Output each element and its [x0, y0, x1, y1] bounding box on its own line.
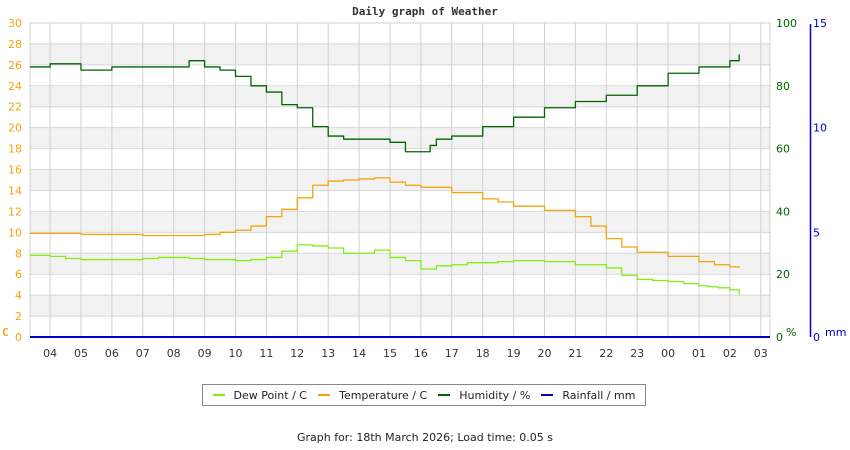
x-tick-label: 01 — [692, 347, 706, 360]
x-tick-label: 19 — [507, 347, 521, 360]
x-tick-label: 10 — [229, 347, 243, 360]
humidity-tick-label: 100 — [776, 17, 797, 30]
x-tick-label: 00 — [661, 347, 675, 360]
humidity-tick-label: 80 — [776, 80, 790, 93]
x-tick-label: 04 — [43, 347, 57, 360]
left-tick-label: 26 — [8, 59, 22, 72]
x-tick-label: 07 — [136, 347, 150, 360]
series-line-dew — [30, 244, 740, 296]
left-tick-label: 24 — [8, 80, 22, 93]
humidity-tick-label: 20 — [776, 268, 790, 281]
humidity-swatch-icon — [438, 394, 451, 396]
left-tick-label: 30 — [8, 17, 22, 30]
humidity-tick-label: 40 — [776, 205, 790, 218]
left-tick-label: 18 — [8, 143, 22, 156]
x-tick-label: 11 — [259, 347, 273, 360]
x-tick-label: 23 — [630, 347, 644, 360]
left-tick-label: 28 — [8, 38, 22, 51]
grid-band — [30, 211, 770, 233]
left-axis-unit: C — [2, 326, 9, 339]
x-tick-label: 17 — [445, 347, 459, 360]
left-tick-label: 10 — [8, 226, 22, 239]
x-tick-label: 22 — [599, 347, 613, 360]
legend-label: Dew Point / C — [233, 388, 307, 402]
humidity-tick-label: 0 — [776, 331, 783, 344]
chart-legend: Dew Point / C Temperature / C Humidity /… — [202, 384, 646, 406]
legend-label: Rainfall / mm — [562, 388, 636, 402]
rainfall-tick-label: 15 — [813, 17, 827, 30]
x-tick-label: 14 — [352, 347, 366, 360]
grid-band — [30, 295, 770, 317]
x-tick-label: 02 — [723, 347, 737, 360]
x-tick-label: 05 — [74, 347, 88, 360]
left-tick-label: 8 — [15, 247, 22, 260]
dew-point-swatch-icon — [212, 394, 225, 396]
grid-band — [30, 253, 770, 275]
left-tick-label: 6 — [15, 268, 22, 281]
x-tick-label: 16 — [414, 347, 428, 360]
legend-item-humidity: Humidity / % — [438, 389, 530, 402]
rainfall-tick-label: 10 — [813, 122, 827, 135]
left-tick-label: 12 — [8, 205, 22, 218]
grid-band — [30, 169, 770, 191]
rainfall-tick-label: 0 — [813, 331, 820, 344]
x-tick-label: 08 — [167, 347, 181, 360]
weather-chart: 04 05 06 07 08 09 10 11 12 13 14 15 16 17 18 19 20 21 22 23… — [2, 17, 846, 360]
legend-item-rainfall: Rainfall / mm — [541, 389, 635, 402]
x-tick-label: 12 — [290, 347, 304, 360]
x-tick-label: 03 — [754, 347, 768, 360]
grid-band — [30, 43, 770, 65]
x-tick-label: 13 — [321, 347, 335, 360]
legend-label: Temperature / C — [339, 388, 428, 402]
x-tick-label: 21 — [568, 347, 582, 360]
left-tick-label: 0 — [15, 331, 22, 344]
x-tick-label: 20 — [538, 347, 552, 360]
left-tick-label: 14 — [8, 184, 22, 197]
legend-item-dew-point: Dew Point / C — [212, 388, 307, 402]
chart-title: Daily graph of Weather — [352, 5, 498, 18]
x-tick-label: 09 — [198, 347, 212, 360]
series-line-temperature — [30, 177, 740, 268]
x-tick-label: 15 — [383, 347, 397, 360]
x-tick-label: 18 — [476, 347, 490, 360]
left-tick-label: 4 — [15, 289, 22, 302]
left-tick-label: 2 — [15, 310, 22, 323]
humidity-axis-unit: % — [786, 326, 796, 339]
legend-label: Humidity / % — [459, 388, 531, 402]
graph-footer: Graph for: 18th March 2026; Load time: 0… — [296, 431, 554, 444]
rainfall-axis-unit: mm — [825, 326, 846, 339]
grid-band — [30, 85, 770, 107]
rainfall-tick-label: 5 — [813, 226, 820, 239]
rainfall-swatch-icon — [541, 394, 554, 396]
x-tick-label: 06 — [105, 347, 119, 360]
left-tick-label: 22 — [8, 101, 22, 114]
humidity-tick-label: 60 — [776, 143, 790, 156]
legend-item-temperature: Temperature / C — [318, 389, 427, 402]
temperature-swatch-icon — [318, 394, 331, 396]
grid-band — [30, 127, 770, 149]
series-line-humidity — [30, 54, 740, 153]
left-tick-label: 20 — [8, 122, 22, 135]
left-tick-label: 16 — [8, 164, 22, 177]
